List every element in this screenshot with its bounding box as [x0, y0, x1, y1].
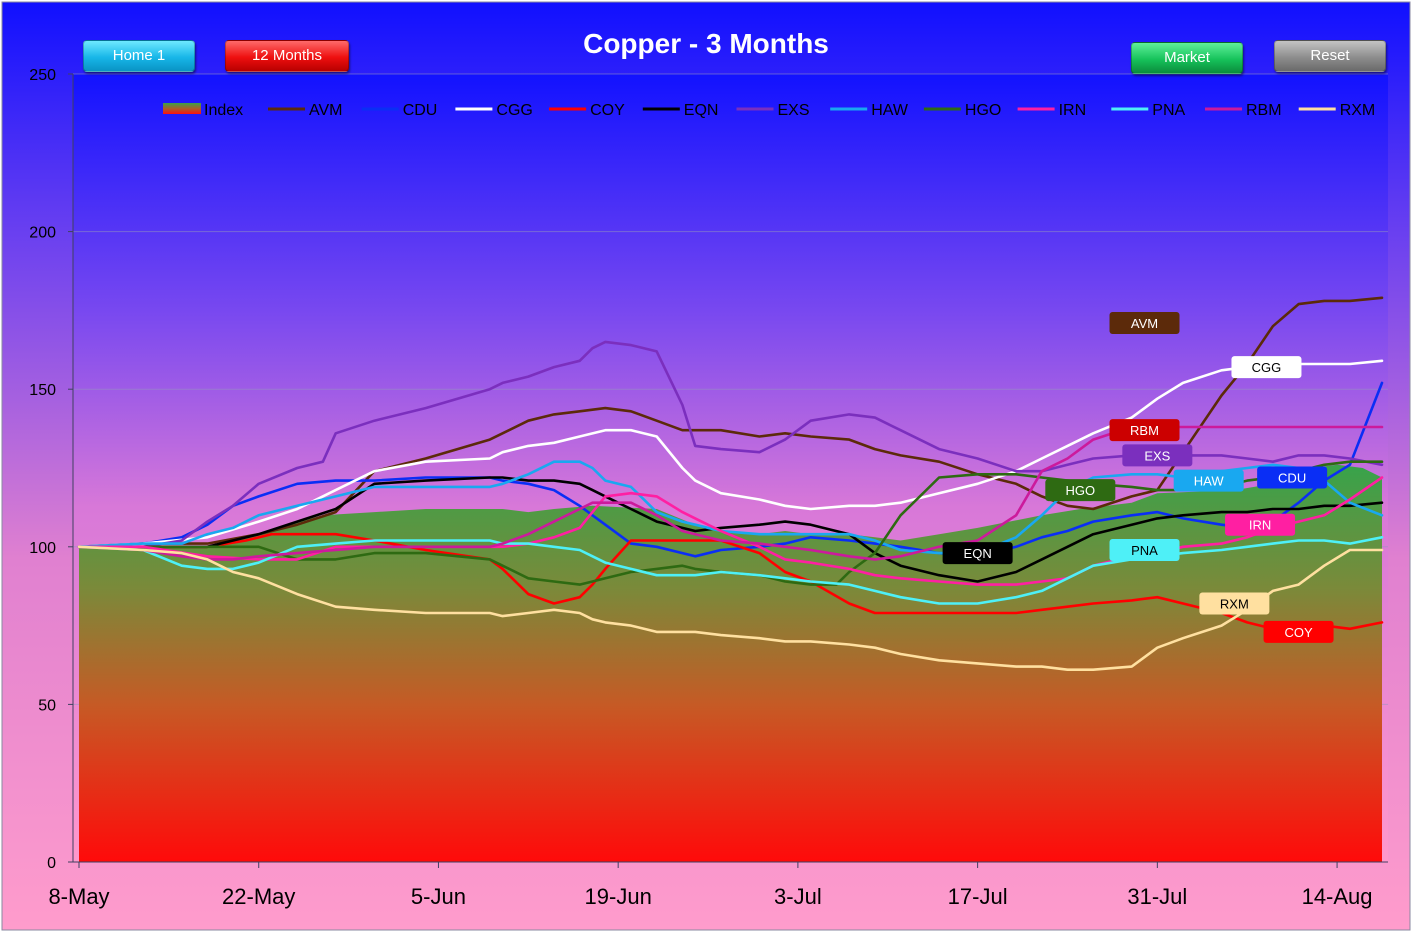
y-axis-ticks: 0 50 100 150 200 250 [29, 67, 73, 872]
callout-rxm: RXM [1199, 592, 1270, 615]
callout-box-irn [1225, 513, 1296, 536]
callout-box-cdu [1257, 466, 1328, 489]
series-end-labels: AVM CGG RBM EXS HAW CDU HGO IRN EQN PNA RXM COY [942, 312, 1334, 643]
callout-cgg: CGG [1231, 356, 1302, 379]
market-button[interactable]: Market [1131, 42, 1243, 74]
callout-label-rxm: RXM [1220, 597, 1249, 612]
legend-label-pna: PNA [1152, 102, 1185, 119]
series-line-cdu [77, 381, 1384, 558]
callout-label-exs: EXS [1144, 448, 1170, 463]
series-line-cgg [77, 359, 1384, 549]
callout-hgo: HGO [1045, 479, 1116, 502]
y-tick-label-50: 50 [38, 697, 56, 714]
series-line-eqn [77, 476, 1384, 583]
legend-label-haw: HAW [871, 102, 909, 119]
callout-cdu: CDU [1257, 466, 1328, 489]
callout-label-hgo: HGO [1066, 483, 1096, 498]
callout-box-cgg [1231, 356, 1302, 379]
y-tick-label-200: 200 [29, 225, 56, 242]
y-tick-label-250: 250 [29, 67, 56, 84]
legend-label-cgg: CGG [496, 102, 532, 119]
callout-box-rxm [1199, 592, 1270, 615]
callout-box-pna [1109, 538, 1180, 561]
callout-box-haw [1173, 469, 1244, 492]
reset-button[interactable]: Reset [1274, 40, 1386, 72]
callout-avm: AVM [1109, 312, 1180, 335]
legend-label-coy: COY [590, 102, 625, 119]
legend: Index AVM CDU CGG COY EQN EXS HAW HGO IRN PNA RBM RX… [163, 102, 1375, 119]
legend-label-eqn: EQN [684, 102, 719, 119]
callout-box-coy [1263, 620, 1334, 643]
callout-exs: EXS [1122, 444, 1193, 467]
x-tick-label-5-Jun: 5-Jun [411, 884, 466, 909]
legend-label-hgo: HGO [965, 102, 1001, 119]
callout-coy: COY [1263, 620, 1334, 643]
callout-label-avm: AVM [1131, 316, 1158, 331]
legend-label-index: Index [204, 102, 243, 119]
callout-pna: PNA [1109, 538, 1180, 561]
x-tick-label-14-Aug: 14-Aug [1302, 884, 1373, 909]
chart-title: Copper - 3 Months [583, 28, 829, 59]
callout-eqn: EQN [942, 542, 1013, 565]
y-tick-label-150: 150 [29, 382, 56, 399]
callout-box-rbm [1109, 419, 1180, 442]
12-months-button[interactable]: 12 Months [225, 40, 349, 72]
callout-label-eqn: EQN [964, 546, 992, 561]
legend-label-rxm: RXM [1340, 102, 1376, 119]
callout-label-haw: HAW [1194, 474, 1225, 489]
x-tick-label-31-Jul: 31-Jul [1127, 884, 1187, 909]
callout-label-pna: PNA [1131, 543, 1158, 558]
x-tick-label-19-Jun: 19-Jun [585, 884, 652, 909]
callout-irn: IRN [1225, 513, 1296, 536]
index-area [79, 464, 1382, 862]
legend-label-cdu: CDU [403, 102, 438, 119]
legend-label-exs: EXS [778, 102, 810, 119]
x-tick-label-17-Jul: 17-Jul [948, 884, 1008, 909]
series-line-rxm [77, 545, 1384, 672]
legend-swatch-index [163, 103, 201, 114]
axes [72, 74, 1388, 863]
x-tick-label-3-Jul: 3-Jul [774, 884, 822, 909]
callout-box-avm [1109, 312, 1180, 335]
y-tick-label-100: 100 [29, 540, 56, 557]
callout-label-irn: IRN [1249, 518, 1271, 533]
x-tick-label-22-May: 22-May [222, 884, 295, 909]
legend-label-avm: AVM [309, 102, 342, 119]
x-axis-ticks: 8-May 22-May 5-Jun 19-Jun 3-Jul 17-Jul 31-Jul 1… [48, 862, 1373, 909]
callout-box-hgo [1045, 479, 1116, 502]
callout-rbm: RBM [1109, 419, 1180, 442]
series-line-avm [77, 296, 1384, 549]
callout-label-coy: COY [1284, 625, 1313, 640]
callout-label-cdu: CDU [1278, 470, 1306, 485]
callout-box-exs [1122, 444, 1193, 467]
home-1-button[interactable]: Home 1 [83, 40, 195, 72]
callout-haw: HAW [1173, 469, 1244, 492]
y-tick-label-0: 0 [47, 855, 56, 872]
callout-box-eqn [942, 542, 1013, 565]
callout-label-cgg: CGG [1252, 360, 1282, 375]
legend-label-irn: IRN [1059, 102, 1087, 119]
legend-label-rbm: RBM [1246, 102, 1282, 119]
x-tick-label-8-May: 8-May [48, 884, 109, 909]
callout-label-rbm: RBM [1130, 423, 1159, 438]
